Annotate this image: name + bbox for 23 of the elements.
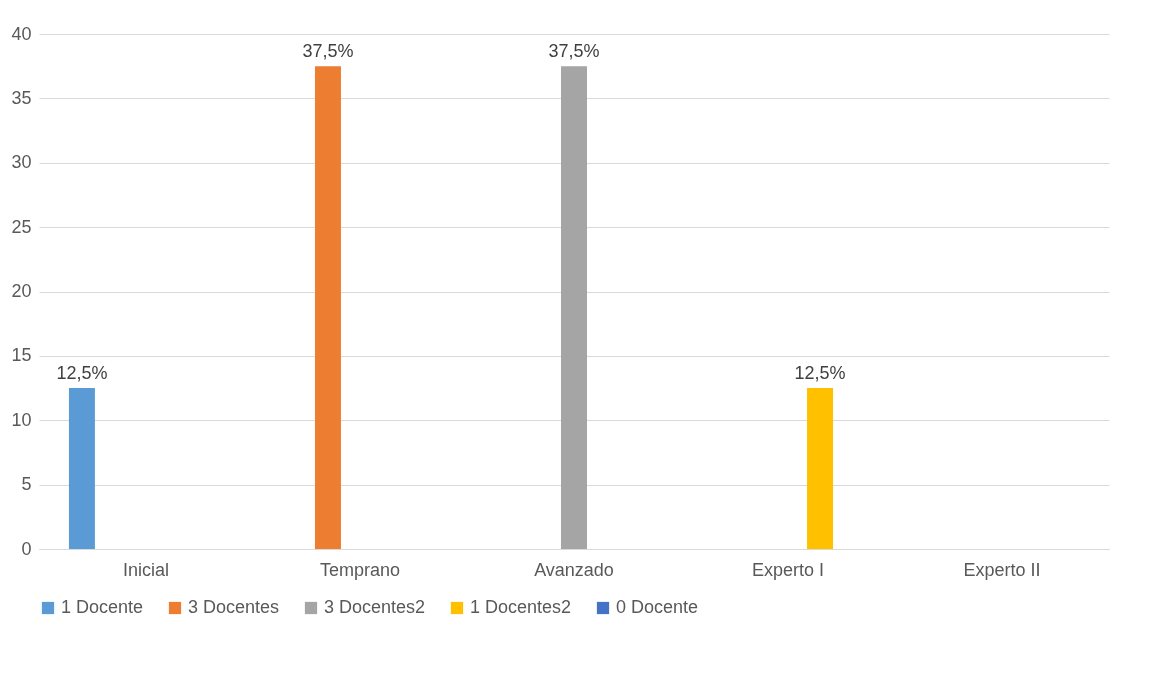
legend-label: 0 Docente (616, 597, 699, 617)
data-label: 37,5% (548, 41, 600, 62)
data-label: 12,5% (56, 363, 108, 384)
y-tick-label: 30 (11, 152, 32, 173)
data-label: 37,5% (302, 41, 354, 62)
x-tick-label: Experto I (751, 559, 825, 580)
y-tick-label: 35 (11, 87, 32, 108)
x-tick-label: Inicial (122, 559, 170, 580)
data-label: 12,5% (794, 363, 846, 384)
legend-label: 3 Docentes2 (324, 597, 426, 617)
y-tick-label: 10 (11, 409, 32, 430)
y-tick-label: 15 (11, 345, 32, 366)
x-tick-label: Avanzado (534, 559, 614, 580)
x-tick-label: Temprano (319, 559, 401, 580)
y-tick-label: 25 (11, 216, 32, 237)
x-tick-label: Experto II (963, 559, 1041, 580)
legend-label: 1 Docente (61, 597, 144, 617)
y-tick-label: 0 (21, 538, 32, 559)
y-tick-label: 20 (11, 281, 32, 301)
y-tick-label: 40 (11, 23, 32, 44)
y-tick-label: 5 (21, 474, 32, 495)
legend-label: 1 Docentes2 (470, 597, 572, 617)
legend-label: 3 Docentes (188, 597, 280, 617)
